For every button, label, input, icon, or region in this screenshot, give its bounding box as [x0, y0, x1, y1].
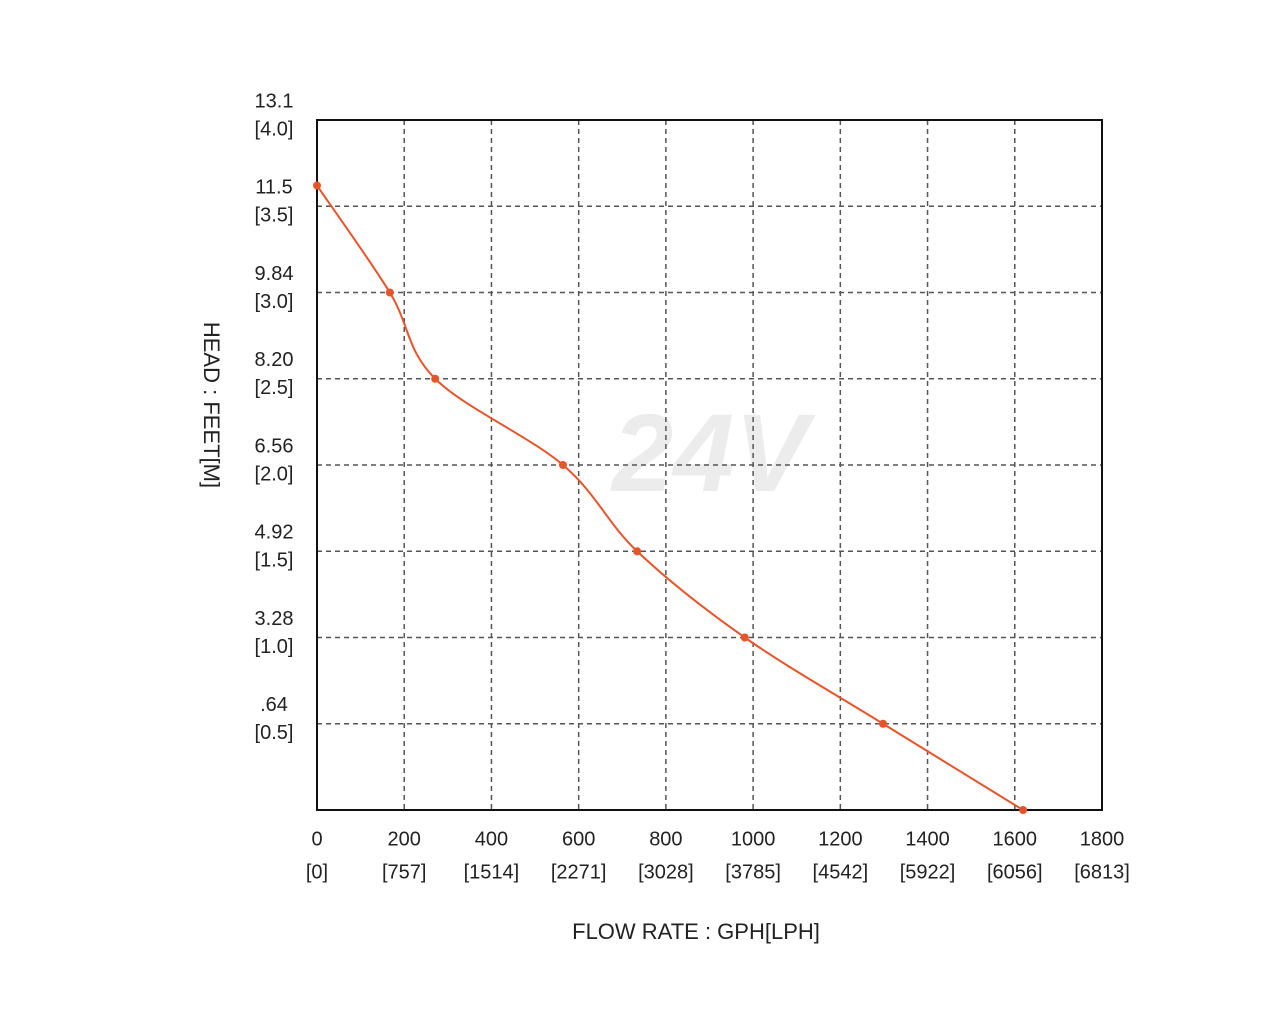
curve: [316, 184, 1024, 811]
y-tick-label: 4.92: [255, 522, 294, 544]
point: [431, 374, 440, 383]
x-tick-label: [3785]: [725, 861, 781, 883]
x-tick-label: 800: [649, 828, 682, 850]
x-axis-label: FLOW RATE : GPH[LPH]: [572, 919, 820, 944]
x-tick-label: [6813]: [1074, 861, 1130, 883]
y-tick-label: 3.28: [255, 608, 294, 630]
y-tick-label: 6.56: [255, 435, 294, 457]
point: [558, 461, 567, 469]
x-tick-label: 400: [475, 828, 508, 850]
x-tick-label: 600: [562, 828, 595, 850]
y-tick-label: [2.5]: [255, 377, 294, 399]
x-tick-label: [5922]: [900, 861, 956, 883]
y-tick-label: 13.1: [255, 90, 294, 112]
y-tick-label: [4.0]: [255, 118, 294, 140]
x-tick-label: [4542]: [813, 861, 869, 883]
x-tick-label: 1400: [905, 828, 950, 850]
x-tick-label: 200: [388, 828, 421, 850]
x-tick-label: 1000: [731, 828, 776, 850]
y-tick-label: [2.0]: [255, 463, 294, 485]
plot-frame: [316, 119, 1103, 811]
y-tick-label: [1.0]: [255, 636, 294, 658]
y-tick-label: [3.5]: [255, 205, 294, 227]
x-tick-label: 1800: [1080, 828, 1125, 850]
y-tick-label: 9.84: [255, 263, 294, 285]
point: [740, 633, 749, 642]
x-tick-label: [0]: [306, 861, 328, 883]
y-tick-label: [3.0]: [255, 291, 294, 313]
x-tick-label: [3028]: [638, 861, 694, 883]
y-tick-label: [1.5]: [255, 550, 294, 572]
y-tick-label: [0.5]: [255, 722, 294, 744]
point: [385, 288, 394, 297]
x-tick-label: 0: [311, 828, 322, 850]
x-tick-label: [6056]: [987, 861, 1043, 883]
x-tick-label: 1200: [818, 828, 863, 850]
point: [313, 181, 321, 190]
point: [1019, 806, 1028, 814]
y-tick-label: 8.20: [255, 349, 294, 371]
point: [633, 547, 642, 556]
x-tick-label: 1600: [993, 828, 1038, 850]
point: [879, 719, 888, 728]
watermark: 24V: [610, 392, 816, 515]
x-tick-label: [2271]: [551, 861, 607, 883]
x-tick-label: [1514]: [464, 861, 520, 883]
y-tick-label: .64: [260, 694, 288, 716]
y-tick-label: 11.5: [255, 177, 292, 199]
x-tick-label: [757]: [382, 861, 426, 883]
y-axis-label: HEAD : FEET[M]: [199, 322, 224, 488]
